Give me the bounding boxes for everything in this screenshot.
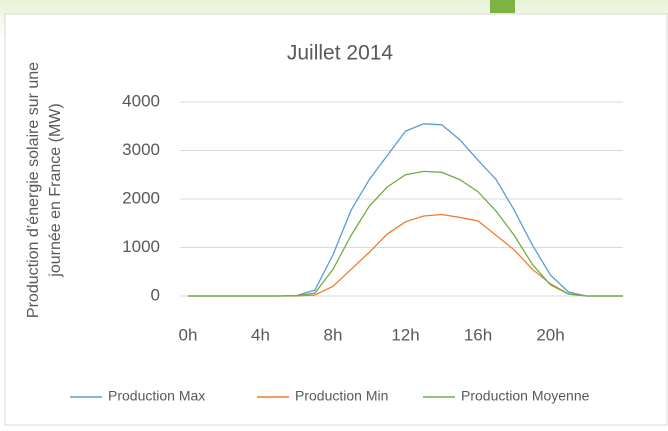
legend-label: Production Min (295, 388, 388, 404)
x-tick-label: 20h (536, 325, 564, 344)
y-tick-label: 4000 (122, 91, 160, 110)
chart-title: Juillet 2014 (287, 42, 394, 65)
x-tick-label: 12h (391, 325, 419, 344)
x-tick-label: 16h (464, 325, 492, 344)
legend-label: Production Moyenne (461, 388, 590, 404)
y-tick-label: 2000 (122, 188, 160, 207)
x-tick-label: 4h (251, 325, 270, 344)
y-tick-label: 0 (151, 285, 160, 304)
y-axis-label: Production d’énergie solaire sur une (25, 62, 42, 318)
x-tick-label: 8h (324, 325, 343, 344)
legend-label: Production Max (108, 388, 205, 404)
decoration (490, 0, 515, 13)
chart-area (4, 13, 668, 426)
y-axis-label: journée en France (MW) (47, 103, 64, 277)
data-line (188, 170, 623, 297)
x-tick-label: 0h (179, 325, 198, 344)
y-tick-label: 1000 (122, 237, 160, 256)
y-tick-label: 3000 (122, 140, 160, 159)
